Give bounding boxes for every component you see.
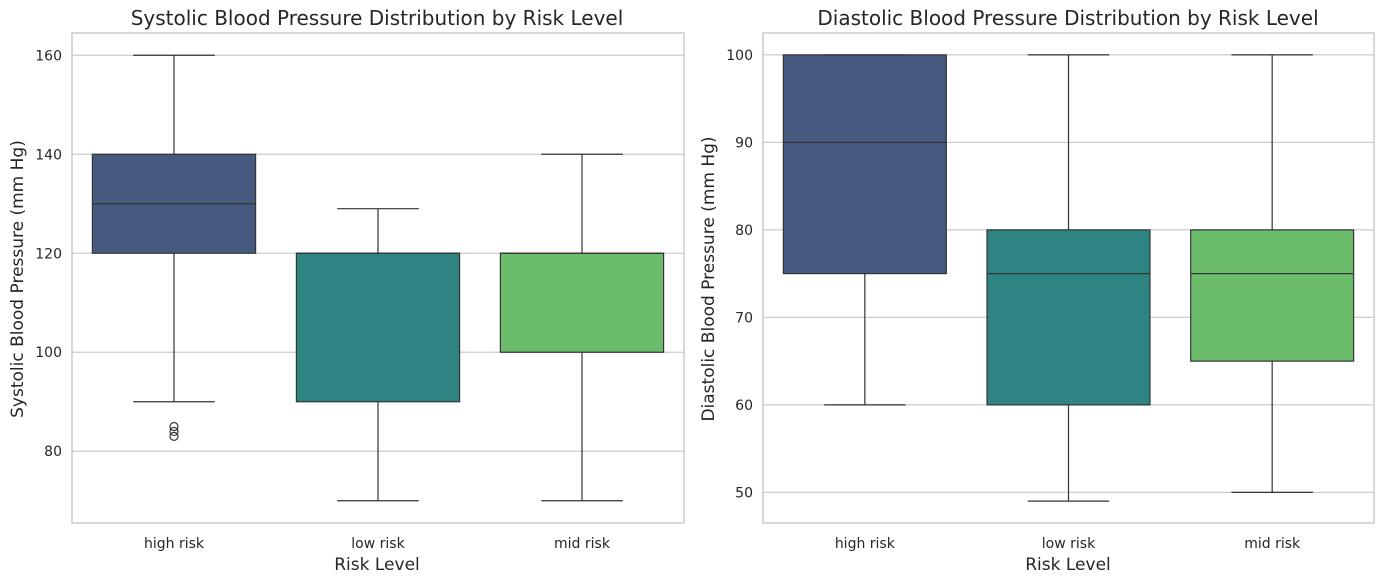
plot-area: [72, 54, 684, 502]
chart-title: Diastolic Blood Pressure Distribution by…: [817, 6, 1318, 30]
x-axis-label: Risk Level: [334, 555, 420, 575]
systolic-boxplot: Systolic Blood Pressure Distribution by …: [8, 6, 685, 575]
outlier-point: [169, 421, 179, 432]
x-tick-label: low risk: [351, 536, 405, 552]
x-tick-label: mid risk: [554, 536, 611, 552]
x-tick-label: low risk: [1042, 536, 1096, 552]
y-tick-label: 90: [735, 135, 753, 151]
plot-area: [763, 54, 1374, 502]
y-tick-label: 80: [44, 444, 62, 460]
chart-title: Systolic Blood Pressure Distribution by …: [131, 6, 624, 30]
y-tick-label: 60: [735, 398, 753, 414]
y-tick-label: 100: [726, 48, 753, 64]
y-tick-label: 50: [735, 485, 753, 501]
box-body: [986, 229, 1151, 406]
y-axis-label: Systolic Blood Pressure (mm Hg): [8, 140, 28, 418]
outlier-point: [169, 431, 179, 441]
x-axis-label: Risk Level: [1025, 555, 1111, 575]
y-tick-label: 80: [735, 223, 753, 239]
y-tick-label: 160: [35, 48, 62, 64]
outlier-point: [169, 426, 179, 437]
axes-frame: [71, 32, 685, 524]
y-tick-label: 70: [735, 310, 753, 326]
x-tick-label: mid risk: [1244, 536, 1301, 552]
diastolic-boxplot: Diastolic Blood Pressure Distribution by…: [699, 6, 1375, 575]
y-tick-label: 140: [35, 147, 62, 163]
box-low-risk: [986, 54, 1151, 502]
y-axis-label: Diastolic Blood Pressure (mm Hg): [699, 136, 719, 421]
box-high-risk: [91, 54, 257, 441]
y-tick-label: 120: [35, 246, 62, 262]
box-body: [295, 252, 461, 403]
box-high-risk: [782, 54, 947, 406]
axes-frame: [762, 32, 1375, 524]
x-tick-label: high risk: [144, 536, 205, 552]
x-tick-label: high risk: [835, 536, 896, 552]
box-mid-risk: [1190, 54, 1355, 493]
box-body: [499, 252, 665, 353]
y-tick-label: 100: [35, 345, 62, 361]
box-mid-risk: [499, 153, 665, 502]
box-low-risk: [295, 208, 461, 502]
box-body: [1190, 229, 1355, 362]
box-body: [782, 54, 947, 275]
